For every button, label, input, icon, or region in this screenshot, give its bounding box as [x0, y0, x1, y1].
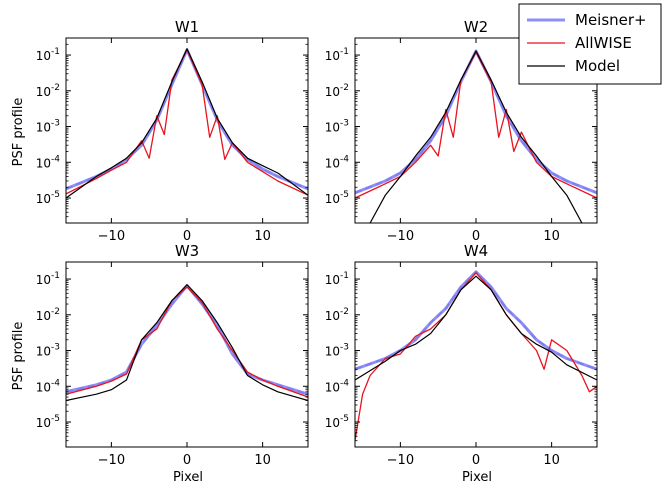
series-allwise-line — [355, 272, 597, 441]
panel-w2: −10 0 10 10-1 10-2 10-3 10-4 10-5 W2 — [325, 18, 598, 244]
legend-label: Model — [575, 57, 620, 75]
y-tick-label: 10-2 — [325, 307, 349, 323]
panel-title: W1 — [175, 18, 199, 36]
x-tick-label: 0 — [183, 453, 191, 468]
series-meisner-dashed-line — [355, 50, 597, 194]
axes-frame — [65, 261, 309, 448]
y-tick-label: 10-3 — [325, 343, 349, 359]
x-axis-label-right: Pixel — [462, 470, 492, 485]
series-meisner-dashed-line — [355, 270, 597, 371]
x-tick-label: 0 — [183, 229, 191, 244]
y-tick-label: 10-5 — [325, 190, 349, 206]
y-tick-label: 10-3 — [325, 119, 349, 135]
series-group — [66, 284, 308, 402]
series-meisner-line — [66, 48, 308, 191]
panel-w1: −10 0 10 10-1 10-2 10-3 10-4 10-5 W1 — [36, 18, 309, 244]
y-tick-label: 10-4 — [36, 154, 61, 170]
y-axis-label-bottom: PSF profile — [11, 322, 26, 391]
series-model-line — [66, 284, 308, 402]
series-allwise-line — [66, 286, 308, 398]
series-group — [66, 48, 308, 199]
y-tick-label: 10-3 — [36, 119, 60, 135]
series-meisner-dashed-line — [66, 48, 308, 190]
y-tick-label: 10-5 — [325, 414, 349, 430]
x-tick-label: 10 — [254, 229, 271, 244]
y-tick-label: 10-4 — [325, 154, 350, 170]
x-tick-label: −10 — [387, 453, 414, 468]
y-axis-label-top: PSF profile — [11, 98, 26, 167]
y-tick-label: 10-2 — [325, 83, 349, 99]
x-tick-label: 10 — [543, 453, 560, 468]
panels-group: −10 0 10 10-1 10-2 10-3 10-4 10-5 W1 −10 0 10 10-1 10… — [36, 18, 598, 468]
x-tick-label: −10 — [387, 229, 414, 244]
y-tick-label: 10-2 — [36, 83, 60, 99]
panel-title: W2 — [464, 18, 488, 36]
panel-w3: −10 0 10 10-1 10-2 10-3 10-4 10-5 W3 — [36, 242, 309, 468]
x-tick-label: 0 — [472, 229, 480, 244]
series-meisner-dashed-line — [66, 284, 308, 396]
legend-label: AllWISE — [575, 34, 632, 52]
x-tick-label: 10 — [543, 229, 560, 244]
legend-box — [518, 3, 662, 85]
legend: Meisner+ AllWISE Model — [518, 3, 662, 85]
y-tick-label: 10-1 — [325, 47, 349, 63]
x-tick-label: −10 — [98, 453, 125, 468]
y-tick-label: 10-1 — [36, 271, 60, 287]
series-group — [355, 270, 597, 441]
series-model-line — [355, 275, 597, 381]
y-tick-label: 10-5 — [36, 414, 60, 430]
panel-w4: −10 0 10 10-1 10-2 10-3 10-4 10-5 W4 — [325, 242, 598, 468]
series-group — [355, 49, 597, 223]
x-tick-label: −10 — [98, 229, 125, 244]
x-axis-label-left: Pixel — [173, 470, 203, 485]
x-tick-label: 0 — [472, 453, 480, 468]
y-tick-label: 10-3 — [36, 343, 60, 359]
series-model-line — [369, 50, 583, 223]
y-tick-label: 10-2 — [36, 307, 60, 323]
y-tick-label: 10-4 — [36, 378, 61, 394]
y-tick-label: 10-1 — [325, 271, 349, 287]
legend-label: Meisner+ — [575, 11, 647, 29]
axes-frame — [65, 37, 309, 224]
y-tick-label: 10-4 — [325, 378, 350, 394]
panel-title: W3 — [175, 242, 199, 260]
x-tick-label: 10 — [254, 453, 271, 468]
y-tick-label: 10-1 — [36, 47, 60, 63]
panel-title: W4 — [464, 242, 488, 260]
series-model-line — [66, 48, 308, 199]
y-tick-label: 10-5 — [36, 190, 60, 206]
series-meisner-line — [66, 284, 308, 396]
